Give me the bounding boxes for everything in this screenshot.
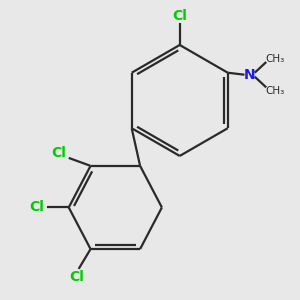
Text: CH₃: CH₃ bbox=[265, 54, 285, 64]
Text: Cl: Cl bbox=[69, 270, 84, 284]
Text: Cl: Cl bbox=[51, 146, 66, 160]
Text: N: N bbox=[244, 68, 255, 82]
Text: Cl: Cl bbox=[30, 200, 44, 214]
Text: Cl: Cl bbox=[172, 9, 187, 23]
Text: CH₃: CH₃ bbox=[265, 85, 285, 96]
